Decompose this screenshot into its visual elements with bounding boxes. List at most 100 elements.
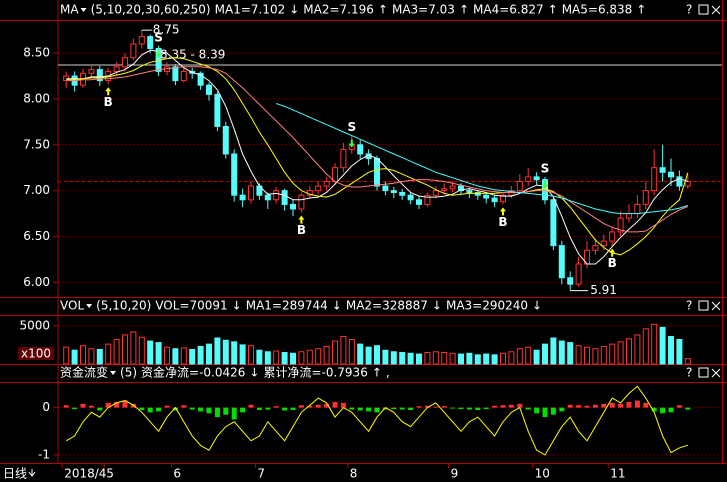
candle-body — [147, 36, 154, 50]
candle-body — [298, 194, 305, 210]
volume-bar — [63, 346, 70, 365]
flow-bar — [105, 402, 111, 408]
indicator-name[interactable]: MA — [60, 3, 79, 17]
candle-body — [96, 69, 103, 82]
candle-body — [248, 185, 254, 201]
flow-bar — [542, 407, 548, 418]
indicator-name[interactable]: 资金流变 — [60, 365, 108, 380]
maximize-button[interactable] — [698, 367, 709, 378]
volume-bar — [105, 343, 112, 365]
volume-bar — [164, 346, 170, 365]
buy-arrow — [609, 248, 616, 257]
y-tick-label: 0 — [42, 400, 50, 414]
x-tick-label: 5 — [106, 467, 114, 481]
volume-bar — [172, 348, 179, 365]
candle-body — [180, 70, 187, 82]
flow-bar — [433, 406, 439, 408]
help-button[interactable]: ? — [686, 366, 692, 380]
flow-bar — [391, 407, 397, 410]
flow-bar — [198, 407, 204, 412]
sell-signal: S — [541, 161, 550, 175]
volume-bar — [290, 352, 296, 365]
flow-bar — [450, 407, 456, 409]
candle-body — [264, 194, 271, 201]
low-label: 5.91 — [590, 283, 617, 297]
flow-bar — [315, 404, 321, 408]
volume-bar — [365, 346, 372, 365]
flow-bar — [382, 407, 388, 410]
volume-bar — [483, 353, 490, 365]
maximize-button[interactable] — [698, 4, 709, 15]
legend-arrow: ↓ — [249, 366, 259, 380]
candle-body — [642, 190, 649, 205]
flow-bar — [349, 407, 355, 410]
y-tick-label: 5000 — [19, 318, 50, 332]
candle-body — [88, 69, 95, 74]
legend-arrow: ↓ — [432, 299, 442, 313]
volume-bar — [222, 339, 229, 365]
dropdown-icon[interactable] — [110, 371, 117, 375]
legend-entry: MA1=289744 — [246, 299, 328, 313]
close-button[interactable] — [711, 5, 721, 15]
candle-body — [466, 190, 473, 193]
close-button[interactable] — [711, 368, 721, 378]
flow-bar — [567, 404, 573, 408]
help-button[interactable]: ? — [686, 299, 692, 313]
flow-bar — [399, 407, 405, 410]
help-button[interactable]: ? — [686, 3, 692, 17]
frame — [0, 0, 727, 464]
candle-body — [390, 190, 397, 193]
period-selector[interactable]: 日线 — [3, 467, 27, 481]
volume-bar — [264, 351, 271, 365]
volume-bar — [231, 341, 238, 365]
volume-bar — [684, 358, 691, 365]
candle-body — [550, 199, 557, 247]
y-tick-label: 8.50 — [23, 46, 50, 60]
x-tick-label: 2018/4 — [64, 467, 106, 481]
volume-bar — [189, 348, 196, 365]
indicator-name[interactable]: VOL — [60, 299, 84, 313]
flow-bar — [72, 407, 78, 410]
volume-bar — [525, 346, 532, 365]
legend-entry: MA2=328887 — [346, 299, 428, 313]
buy-signal: B — [104, 95, 113, 109]
flow-bar — [643, 402, 649, 408]
flow-bar — [290, 407, 296, 410]
sell-arrow — [542, 180, 548, 189]
candle-body — [567, 277, 574, 285]
legend-arrow: ↓ — [332, 299, 342, 313]
volume-bar — [80, 345, 86, 365]
flow-bar — [601, 403, 607, 408]
volume-bar — [197, 345, 204, 365]
flow-bar — [332, 401, 338, 408]
legend-entry: MA1=7.102 — [215, 3, 286, 17]
buy-signal: B — [297, 223, 306, 237]
period-arrow[interactable] — [28, 469, 36, 477]
candle-body — [315, 185, 322, 192]
flow-bar — [164, 405, 170, 408]
dropdown-icon[interactable] — [86, 304, 93, 308]
flow-bar — [374, 407, 380, 413]
volume-bar — [306, 349, 313, 365]
candle-body — [533, 176, 540, 181]
candle-body — [357, 144, 364, 155]
volume-bar — [609, 343, 616, 365]
legend-arrow: ↑ — [372, 366, 382, 380]
dropdown-icon[interactable] — [80, 8, 87, 12]
volume-bar — [668, 335, 674, 365]
flow-bar — [626, 401, 632, 408]
flow-bar — [256, 407, 262, 410]
candle-body — [214, 93, 221, 127]
legend-entry: MA2=7.196 — [303, 3, 374, 17]
high-label: 8.75 — [153, 23, 180, 37]
volume-bar — [651, 323, 658, 365]
y-tick-label: 8.00 — [23, 91, 50, 105]
close-button[interactable] — [711, 301, 721, 311]
flow-bar — [475, 407, 481, 410]
flow-bar — [508, 404, 514, 408]
maximize-button[interactable] — [698, 300, 709, 311]
flow-bar — [63, 405, 69, 408]
flow-bar — [307, 405, 313, 408]
legend-arrow: ↑ — [459, 3, 469, 17]
volume-bar — [374, 345, 380, 365]
